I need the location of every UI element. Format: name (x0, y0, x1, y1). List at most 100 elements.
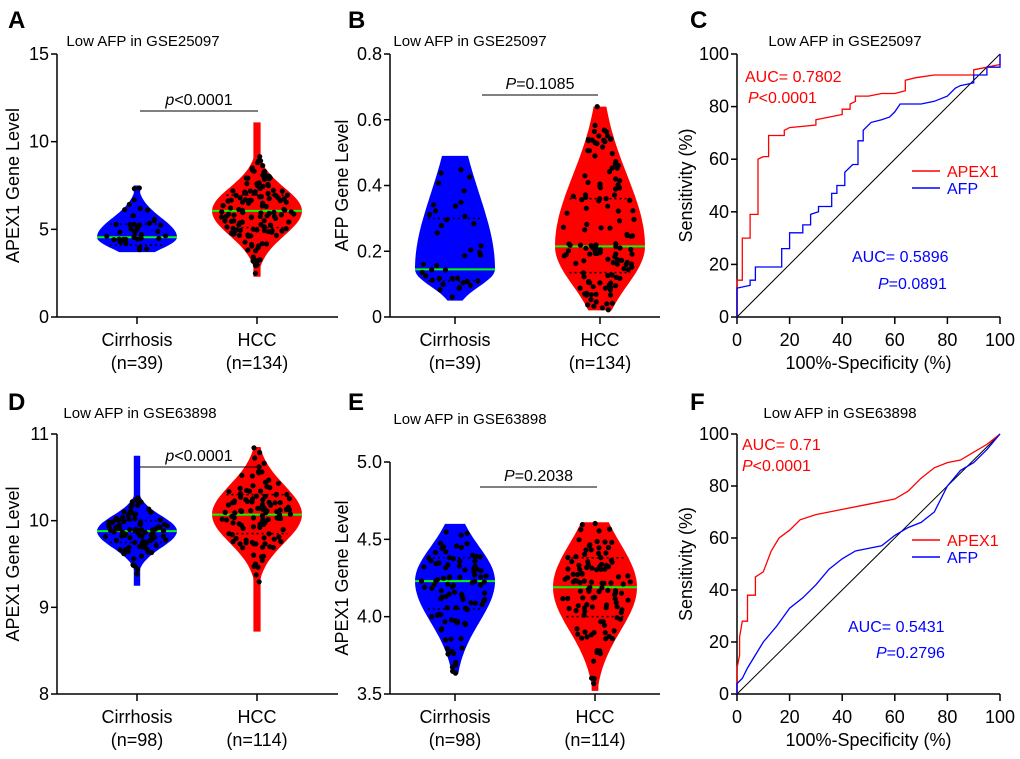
data-point (577, 566, 583, 572)
x-tick-label: 20 (780, 707, 800, 727)
p-value: P=0.0891 (878, 276, 947, 293)
data-point (609, 165, 615, 171)
data-point (565, 595, 571, 602)
data-point (258, 222, 264, 228)
data-point (566, 605, 572, 612)
data-point (581, 612, 587, 618)
data-point (443, 549, 449, 555)
data-point (591, 680, 597, 687)
data-point (286, 219, 292, 225)
y-tick-label: 5 (39, 219, 49, 239)
y-tick-label: 0 (372, 307, 382, 327)
data-point (261, 218, 267, 224)
data-point (230, 188, 236, 194)
data-point (131, 197, 137, 203)
data-point (629, 233, 636, 239)
data-point (464, 541, 470, 547)
data-point (245, 175, 251, 181)
data-point (239, 472, 245, 478)
data-point (582, 608, 588, 614)
y-axis-label: APEX1 Gene Level (332, 500, 352, 655)
data-point (228, 205, 234, 211)
data-point (460, 280, 466, 286)
data-point (254, 262, 260, 268)
category-n-label: (n=39) (111, 353, 164, 373)
data-point (588, 292, 594, 298)
data-point (579, 635, 585, 641)
panel-letter: B (348, 7, 365, 34)
data-point (265, 190, 271, 196)
data-point (599, 305, 606, 311)
x-axis-label: 100%-Specificity (%) (785, 730, 951, 750)
data-point (617, 245, 623, 251)
data-point (444, 646, 450, 652)
data-point (627, 197, 633, 203)
data-point (448, 636, 454, 642)
y-tick-label: 15 (29, 44, 49, 64)
panel-e: E Low AFP in GSE63898 APEX1 Gene Level 3.5 4… (332, 389, 660, 750)
data-point (435, 180, 442, 186)
data-point (267, 485, 273, 491)
data-point (609, 272, 615, 278)
category-n-label: (n=134) (569, 353, 632, 373)
y-tick-label: 10 (29, 132, 49, 152)
y-tick-label: 5.0 (357, 452, 382, 472)
panel-title: Low AFP in GSE63898 (763, 405, 916, 422)
data-point (478, 568, 484, 574)
data-point (567, 242, 573, 248)
data-point (482, 590, 488, 596)
data-point (440, 281, 446, 287)
data-point (596, 198, 602, 204)
data-point (120, 529, 126, 535)
panel-title: Low AFP in GSE63898 (393, 411, 546, 428)
p-symbol: P (878, 276, 889, 293)
data-point (564, 210, 570, 216)
data-point (594, 104, 600, 110)
data-point (447, 574, 453, 580)
data-point (614, 261, 620, 267)
data-point (574, 626, 580, 632)
data-point (251, 541, 257, 547)
data-point (436, 275, 442, 281)
data-point (266, 196, 272, 202)
data-point (113, 524, 119, 531)
data-point (255, 245, 261, 251)
data-point (430, 202, 436, 208)
data-point (265, 183, 272, 189)
data-point (284, 192, 290, 198)
data-point (266, 500, 272, 506)
data-point (579, 522, 586, 528)
data-point (256, 470, 262, 476)
category-label: HCC (238, 707, 277, 727)
data-point (432, 549, 438, 556)
data-point (462, 567, 468, 573)
data-point (134, 571, 140, 577)
p-value-text: <0.0001 (759, 90, 817, 107)
data-point (437, 540, 444, 546)
data-point (231, 499, 237, 505)
data-point (604, 301, 610, 307)
data-point (574, 572, 581, 578)
data-point (439, 626, 445, 632)
data-point (592, 594, 598, 600)
data-point (277, 507, 283, 513)
data-point (261, 228, 268, 234)
data-point (240, 525, 246, 532)
data-point (603, 129, 610, 135)
data-point (278, 212, 284, 218)
data-point (247, 198, 253, 204)
y-tick-label: 8 (39, 684, 49, 704)
data-point (128, 226, 134, 232)
auc-label: AUC= 0.7802 (745, 69, 842, 86)
data-point (253, 572, 259, 578)
category-label: Cirrhosis (101, 707, 172, 727)
data-point (271, 209, 277, 215)
roc-curve-apex1 (736, 433, 1001, 694)
data-point (237, 227, 243, 233)
data-point (139, 533, 145, 539)
data-point (232, 510, 238, 516)
data-point (618, 590, 625, 596)
data-point (458, 167, 464, 173)
data-point (158, 222, 164, 228)
data-point (584, 602, 590, 608)
